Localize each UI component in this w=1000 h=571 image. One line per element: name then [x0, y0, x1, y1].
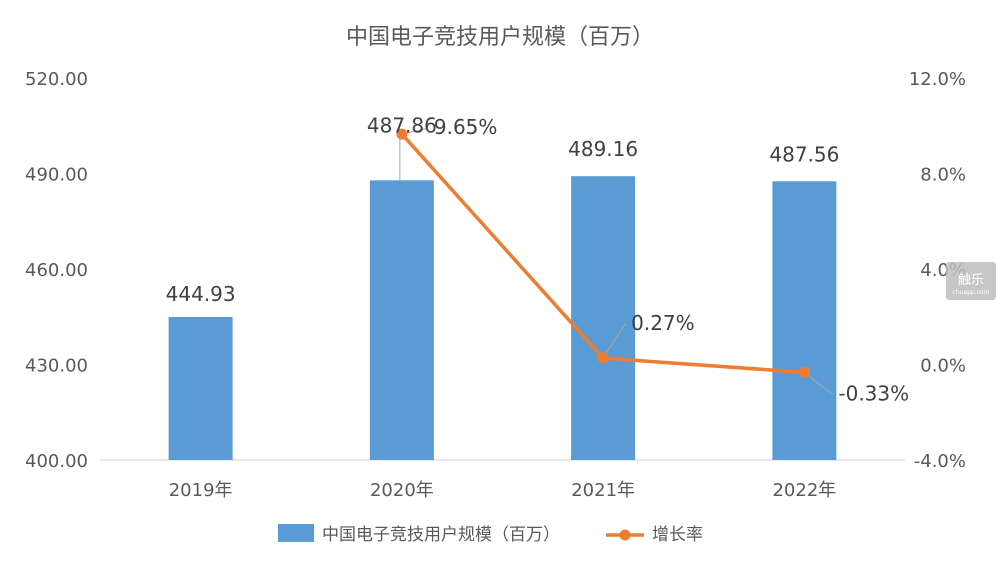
- line-value-label: -0.33%: [838, 381, 909, 405]
- y-right-tick-label: -4.0%: [914, 451, 966, 472]
- bar: [772, 181, 837, 460]
- bar-value-label: 487.56: [769, 142, 839, 166]
- bar-value-label: 444.93: [166, 282, 236, 306]
- bar-value-label: 489.16: [568, 137, 638, 161]
- x-tick-label: 2022年: [772, 480, 836, 501]
- x-tick-label: 2019年: [169, 480, 233, 501]
- watermark-badge: [946, 262, 996, 300]
- y-right-tick-label: 12.0%: [909, 69, 966, 90]
- legend-swatch-marker: [619, 529, 631, 541]
- bar: [168, 316, 233, 460]
- legend-label-line: 增长率: [652, 525, 703, 545]
- watermark-subtext: chuapp.com: [953, 289, 990, 296]
- x-tick-label: 2020年: [370, 480, 434, 501]
- y-left-tick-label: 430.00: [25, 356, 88, 377]
- chart-title: 中国电子竞技用户规模（百万）: [346, 25, 654, 50]
- line-point: [597, 352, 609, 364]
- line-value-label: 9.65%: [434, 115, 498, 139]
- bar: [571, 176, 636, 460]
- leader-line: [804, 371, 833, 395]
- legend-swatch-bar: [278, 524, 314, 542]
- y-left-tick-label: 520.00: [25, 69, 88, 90]
- bar-value-label: 487.86: [367, 113, 437, 137]
- leader-line: [602, 323, 626, 359]
- line-value-label: 0.27%: [631, 311, 695, 335]
- y-left-tick-label: 400.00: [25, 451, 88, 472]
- y-right-tick-label: 8.0%: [920, 165, 966, 186]
- y-right-tick-label: 0.0%: [920, 356, 966, 377]
- watermark-text: 触乐: [958, 273, 984, 288]
- x-tick-label: 2021年: [571, 480, 635, 501]
- line-point: [798, 366, 810, 378]
- bar: [369, 180, 434, 461]
- y-left-tick-label: 490.00: [25, 165, 88, 186]
- legend-label-bar: 中国电子竞技用户规模（百万）: [322, 525, 560, 545]
- y-left-tick-label: 460.00: [25, 260, 88, 281]
- line-point: [396, 128, 408, 140]
